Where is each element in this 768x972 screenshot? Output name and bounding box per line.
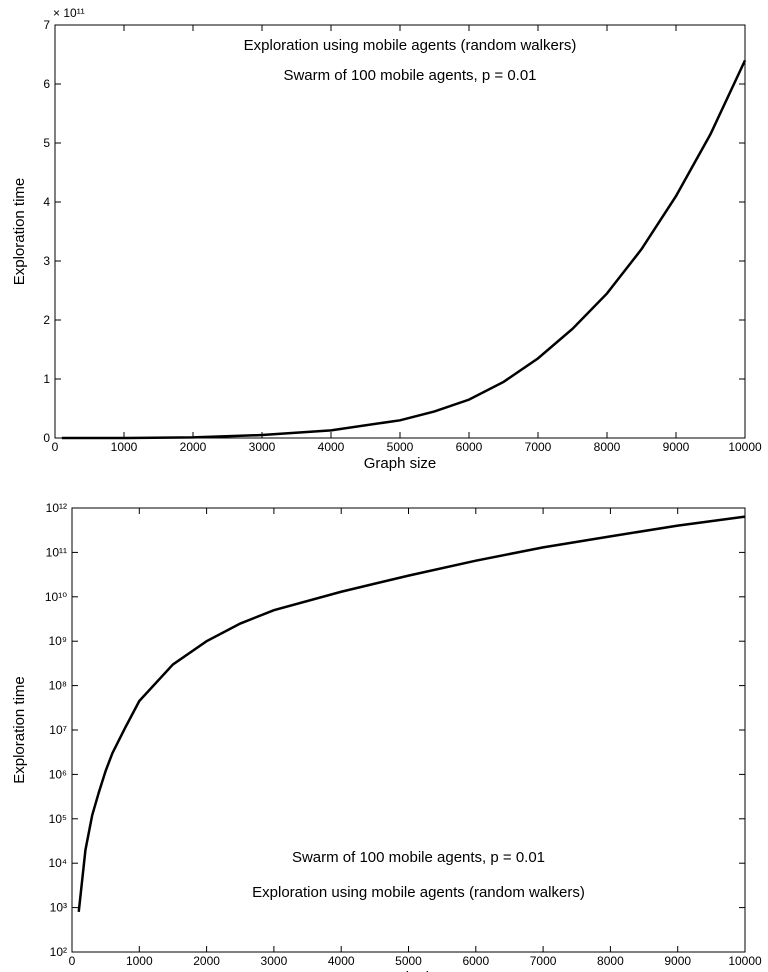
x-tick-label: 10000 [728,440,762,454]
y-tick-label: 10¹⁰ [45,590,67,604]
x-tick-label: 6000 [456,440,483,454]
y-tick-label: 10⁹ [49,634,68,648]
x-tick-label: 5000 [395,954,422,968]
x-tick-label: 0 [69,954,76,968]
x-tick-label: 1000 [111,440,138,454]
x-tick-label: 1000 [126,954,153,968]
y-tick-label: 4 [43,195,50,209]
x-tick-label: 0 [52,440,59,454]
x-tick-label: 7000 [525,440,552,454]
annotation: Swarm of 100 mobile agents, p = 0.01 [283,67,536,84]
x-axis-label: Graph size [364,455,437,472]
y-tick-label: 5 [43,136,50,150]
y-tick-label: 10⁵ [49,812,67,826]
x-tick-label: 10000 [728,954,762,968]
x-tick-label: 3000 [249,440,276,454]
y-tick-label: 10¹¹ [46,545,67,559]
x-tick-label: 7000 [530,954,557,968]
y-tick-label: 10⁸ [49,679,67,693]
x-axis-label: Graph size [372,969,445,972]
y-axis-label: Exploration time [11,676,28,784]
y-tick-label: 10¹² [46,501,67,515]
chart: 0 1000 2000 3000 4000 5000 6000 7000 8000 9000 100… [11,501,762,972]
y-tick-label: 3 [43,254,50,268]
annotation: Swarm of 100 mobile agents, p = 0.01 [292,849,545,866]
y-tick-label: 7 [43,18,50,32]
y-tick-label: 6 [43,77,50,91]
x-tick-label: 2000 [193,954,220,968]
plot-frame [54,24,746,439]
y-tick-label: 10⁶ [49,767,67,781]
x-tick-label: 9000 [664,954,691,968]
x-tick-label: 3000 [261,954,288,968]
annotation: Exploration using mobile agents (random … [252,884,585,901]
y-tick-label: 10² [50,945,67,959]
x-tick-label: 9000 [663,440,690,454]
x-tick-label: 4000 [318,440,345,454]
data-line [77,515,746,913]
x-tick-label: 2000 [180,440,207,454]
y-tick-label: 0 [43,431,50,445]
x-tick-label: 5000 [387,440,414,454]
data-line [61,59,747,440]
y-tick-label: 10³ [50,901,67,915]
y-tick-label: 1 [43,372,50,386]
y-multiplier: × 10¹¹ [53,6,85,20]
y-tick-label: 10⁷ [49,723,67,737]
chart: 0 1000 2000 3000 4000 5000 6000 7000 8000 9000 100… [11,6,762,472]
x-tick-label: 6000 [462,954,489,968]
annotation: Exploration using mobile agents (random … [244,37,577,54]
x-tick-label: 4000 [328,954,355,968]
y-tick-label: 10⁴ [48,856,67,870]
x-tick-label: 8000 [597,954,624,968]
y-tick-label: 2 [43,313,50,327]
x-tick-label: 8000 [594,440,621,454]
y-axis-label: Exploration time [11,178,28,286]
